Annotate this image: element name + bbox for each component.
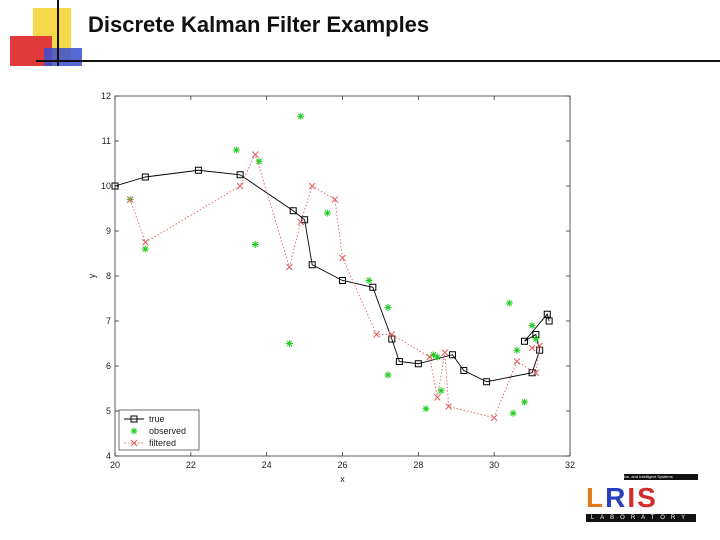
- data-point-observed: [528, 322, 536, 329]
- data-point-observed: [297, 112, 305, 120]
- data-point-true: [414, 360, 422, 368]
- data-point-observed: [384, 304, 392, 311]
- data-point-filtered: [331, 196, 339, 203]
- data-point-filtered: [536, 342, 544, 350]
- data-point-filtered: [426, 353, 434, 361]
- series-line-filtered: [129, 153, 541, 419]
- plot-frame: [114, 95, 571, 457]
- data-point-filtered: [528, 344, 536, 352]
- data-point-filtered: [441, 349, 449, 356]
- x-tick-label: 20: [110, 460, 120, 470]
- data-point-filtered: [339, 254, 346, 262]
- data-point-observed: [513, 346, 521, 354]
- logo-letter: L: [586, 482, 606, 513]
- y-tick-label: 7: [106, 316, 111, 326]
- x-tick-label: 24: [262, 460, 272, 470]
- x-tick-label: 30: [489, 460, 499, 470]
- data-point-observed: [433, 353, 441, 361]
- data-point-filtered: [286, 263, 293, 271]
- data-point-observed: [285, 340, 293, 347]
- legend-marker-filtered: [130, 439, 138, 447]
- data-point-observed: [323, 209, 331, 217]
- data-point-filtered: [141, 238, 149, 246]
- data-point-true: [460, 367, 468, 374]
- x-axis-label: x: [340, 474, 345, 484]
- data-point-observed: [437, 387, 445, 395]
- y-tick-label: 4: [106, 451, 111, 461]
- y-tick-label: 11: [102, 136, 111, 146]
- data-point-filtered: [126, 196, 134, 203]
- y-tick-label: 10: [101, 181, 111, 191]
- slide-title: Discrete Kalman Filter Examples: [88, 12, 430, 37]
- data-point-observed: [141, 245, 149, 253]
- data-point-filtered: [445, 403, 453, 410]
- data-point-true: [543, 310, 551, 318]
- data-point-filtered: [373, 331, 380, 338]
- logo-wordmark: LRIS: [586, 484, 696, 512]
- data-point-true: [369, 283, 377, 291]
- data-point-observed: [384, 371, 392, 379]
- x-tick-label: 26: [337, 460, 347, 470]
- data-point-observed: [422, 405, 430, 413]
- data-point-true: [308, 261, 316, 269]
- y-tick-label: 6: [106, 361, 111, 371]
- deco-blue-block: [44, 48, 82, 66]
- lab-logo: ive, and Intelligent Systems LRIS LABORA…: [584, 474, 698, 522]
- data-point-true: [236, 171, 244, 179]
- data-point-filtered: [308, 182, 316, 190]
- logo-top-text: ive, and Intelligent Systems: [624, 474, 698, 480]
- deco-vertical-rule: [57, 0, 59, 66]
- data-point-true: [289, 207, 297, 215]
- data-point-observed: [509, 409, 517, 417]
- data-point-filtered: [433, 394, 441, 401]
- data-point-observed: [505, 299, 513, 307]
- data-point-true: [483, 378, 491, 386]
- kalman-chart: 20 22 24 26 28 30 32 4 5 6 7 8 9 10 11 12 x y true observed…: [87, 91, 575, 484]
- data-point-true: [545, 317, 553, 325]
- data-point-filtered: [251, 151, 259, 158]
- data-point-observed: [532, 335, 540, 343]
- data-point-observed: [232, 146, 240, 154]
- x-tick-label: 28: [413, 460, 423, 470]
- data-point-observed: [430, 351, 437, 359]
- y-tick-label: 8: [106, 271, 111, 281]
- y-tick-label: 9: [106, 226, 111, 236]
- logo-letter: S: [637, 482, 658, 513]
- y-tick-label: 5: [106, 406, 111, 416]
- legend-label-filtered: filtered: [149, 438, 176, 448]
- data-point-true: [395, 358, 403, 365]
- deco-horizontal-rule: [36, 60, 720, 62]
- y-tick-label: 12: [101, 91, 111, 101]
- data-point-true: [339, 277, 346, 284]
- data-point-observed: [521, 398, 528, 406]
- data-point-true: [141, 173, 149, 181]
- data-point-true: [521, 337, 528, 345]
- legend-marker-true: [130, 415, 138, 423]
- data-point-observed: [251, 241, 259, 248]
- x-tick-label: 22: [186, 460, 196, 470]
- data-point-filtered: [513, 358, 521, 365]
- data-point-true: [388, 335, 396, 343]
- data-point-observed: [255, 157, 263, 165]
- data-point-filtered: [532, 369, 540, 377]
- legend-label-observed: observed: [149, 426, 186, 436]
- legend-label-true: true: [149, 414, 165, 424]
- legend-marker-observed: [130, 427, 138, 435]
- logo-letter: I: [627, 482, 638, 513]
- logo-letter: R: [605, 482, 628, 513]
- data-point-true: [194, 166, 202, 174]
- data-point-true: [301, 216, 309, 224]
- data-point-filtered: [236, 182, 244, 190]
- data-point-true: [528, 369, 536, 377]
- logo-bottom-text: LABORATORY: [586, 514, 696, 522]
- x-tick-label: 32: [565, 460, 575, 470]
- data-point-filtered: [297, 218, 305, 226]
- data-point-true: [111, 182, 119, 190]
- data-point-observed: [365, 277, 373, 284]
- data-point-filtered: [388, 331, 396, 338]
- data-point-true: [448, 351, 456, 359]
- data-point-filtered: [490, 414, 498, 422]
- y-axis-label: y: [87, 273, 97, 278]
